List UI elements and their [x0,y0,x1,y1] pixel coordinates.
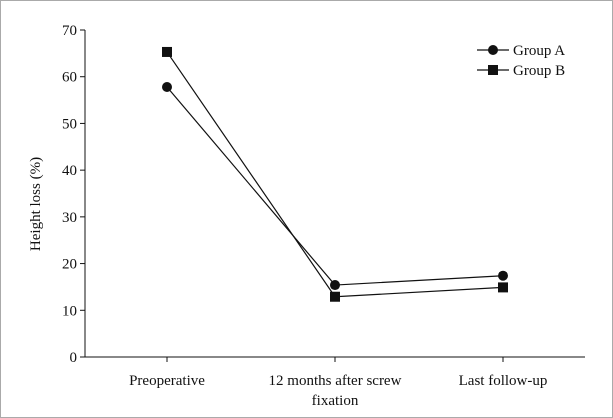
legend-item: Group B [477,63,565,79]
y-tick-label: 40 [62,163,77,179]
legend-item: Group A [477,43,565,59]
data-point-square [498,282,508,293]
legend-marker-square [488,65,498,75]
y-tick-label: 0 [70,350,78,366]
y-tick-label: 70 [62,23,77,39]
series-1 [162,81,508,291]
y-tick-label: 10 [62,303,77,319]
y-tick-label: 60 [62,70,77,86]
y-tick-label: 20 [62,257,77,273]
data-point-square [330,291,340,302]
data-point-circle [498,270,508,281]
y-ticks: 0 10 20 30 40 50 60 70 [62,23,85,366]
data-point-circle [162,81,172,92]
y-tick-label: 30 [62,210,77,226]
series-2 [162,46,508,302]
y-axis-title: Height loss (%) [28,157,44,251]
legend-label: Group A [513,43,565,59]
legend-label: Group B [513,63,565,79]
x-category-label: 12 months after screw fixation [269,373,402,409]
legend-marker-circle [488,45,498,55]
y-tick-label: 50 [62,116,77,132]
x-category-label: Preoperative [129,373,205,389]
x-category-label: Last follow-up [459,373,548,389]
series-group [162,46,508,302]
data-point-square [162,46,172,57]
legend: Group A Group B [477,43,565,79]
x-category-labels: Preoperative 12 months after screw fixatio… [129,357,547,409]
data-point-circle [330,280,340,291]
